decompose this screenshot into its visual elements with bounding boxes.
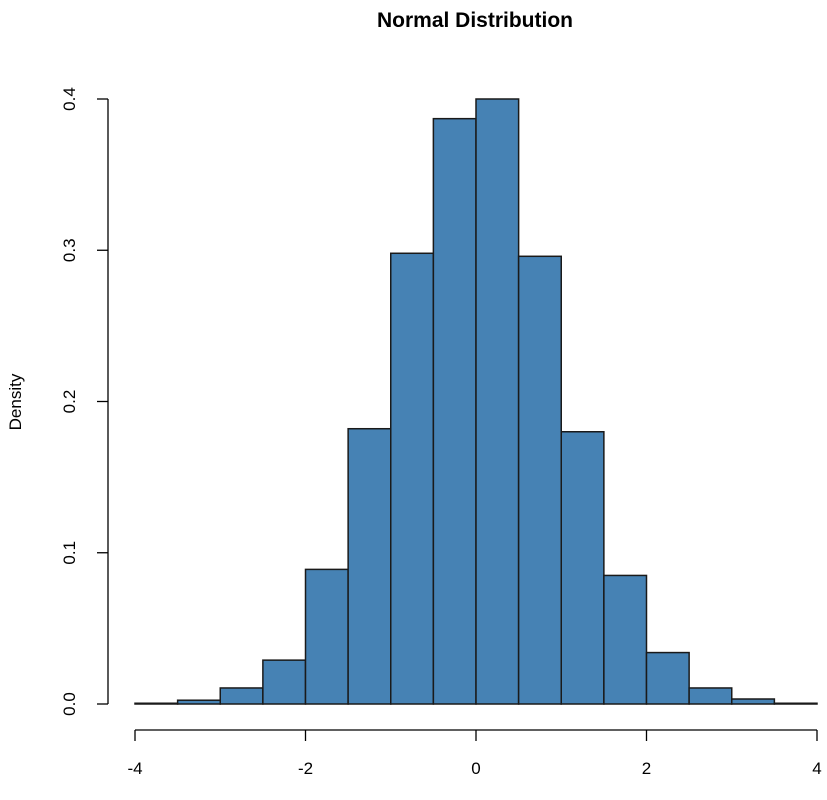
y-tick-label: 0.4 — [60, 87, 79, 111]
histogram-bar — [432, 117, 477, 705]
chart-title: Normal Distribution — [377, 9, 573, 32]
histogram-bar — [176, 699, 221, 705]
histogram-bar — [134, 702, 179, 705]
y-tick-label: 0.0 — [60, 692, 79, 716]
histogram-bar — [773, 702, 818, 705]
y-axis-label: Density — [6, 373, 25, 430]
histogram-bar — [219, 687, 264, 705]
histogram-bar — [731, 698, 776, 705]
y-tick-label: 0.2 — [60, 390, 79, 414]
histogram-bar — [645, 651, 690, 705]
x-tick-label: -4 — [127, 759, 142, 778]
axes-group: -4 -2 0 2 4 0.0 0.1 0.2 0.3 0.4 — [60, 87, 822, 778]
histogram-bar — [603, 574, 648, 705]
x-tick-label: 0 — [471, 759, 480, 778]
x-tick-label: -2 — [298, 759, 313, 778]
x-tick-label: 2 — [642, 759, 651, 778]
y-tick-label: 0.3 — [60, 238, 79, 262]
x-tick-label: 4 — [812, 759, 821, 778]
histogram-bar — [304, 568, 349, 705]
histogram-bar — [475, 98, 520, 705]
y-tick-label: 0.1 — [60, 541, 79, 565]
histogram-bar — [262, 659, 307, 705]
histogram-bar — [347, 427, 392, 705]
histogram-bar — [688, 687, 733, 705]
histogram-bar — [560, 431, 605, 705]
histogram-bar — [517, 255, 562, 705]
histogram-bar — [390, 252, 435, 705]
bars-group — [134, 98, 818, 705]
